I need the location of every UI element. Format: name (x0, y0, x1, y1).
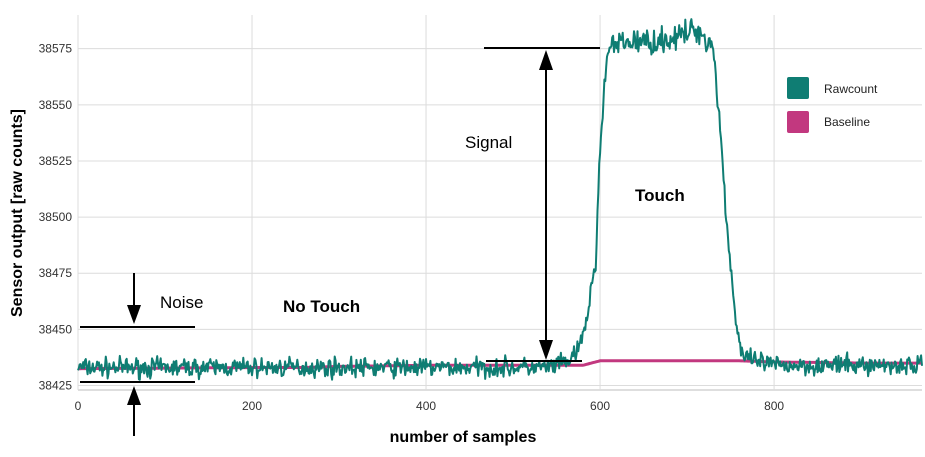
noise-label: Noise (160, 293, 203, 312)
legend-label-rawcount: Rawcount (824, 82, 878, 96)
noise-arrow-down-icon (127, 305, 141, 324)
noise-arrow-up-icon (127, 386, 141, 405)
plot-lines (77, 18, 923, 381)
signal-annotation (484, 47, 600, 362)
y-tick-label: 38425 (39, 379, 73, 393)
x-tick-label: 0 (75, 399, 82, 413)
touch-label: Touch (635, 186, 685, 205)
x-tick-label: 400 (416, 399, 436, 413)
y-tick-label: 38500 (39, 210, 73, 224)
legend-swatch-baseline (787, 111, 809, 133)
x-axis-label: number of samples (390, 429, 537, 446)
grid (77, 15, 922, 391)
signal-arrow-down-icon (539, 340, 553, 360)
x-tick-label: 600 (590, 399, 610, 413)
legend: Rawcount Baseline (787, 77, 878, 133)
noise-annotation (80, 273, 195, 436)
y-axis-label: Sensor output [raw counts] (9, 109, 26, 317)
y-ticks: 38425 38450 38475 38500 38525 38550 38575 (39, 42, 73, 393)
x-ticks: 0 200 400 600 800 (75, 399, 785, 413)
signal-arrow-up-icon (539, 50, 553, 70)
y-tick-label: 38475 (39, 266, 73, 280)
signal-label: Signal (465, 133, 512, 152)
y-tick-label: 38550 (39, 98, 73, 112)
legend-swatch-rawcount (787, 77, 809, 99)
series-rawcount (77, 18, 923, 381)
y-tick-label: 38450 (39, 322, 73, 336)
y-tick-label: 38575 (39, 42, 73, 56)
x-tick-label: 200 (242, 399, 262, 413)
no-touch-label: No Touch (283, 297, 360, 316)
legend-label-baseline: Baseline (824, 115, 870, 129)
y-tick-label: 38525 (39, 154, 73, 168)
x-tick-label: 800 (764, 399, 784, 413)
